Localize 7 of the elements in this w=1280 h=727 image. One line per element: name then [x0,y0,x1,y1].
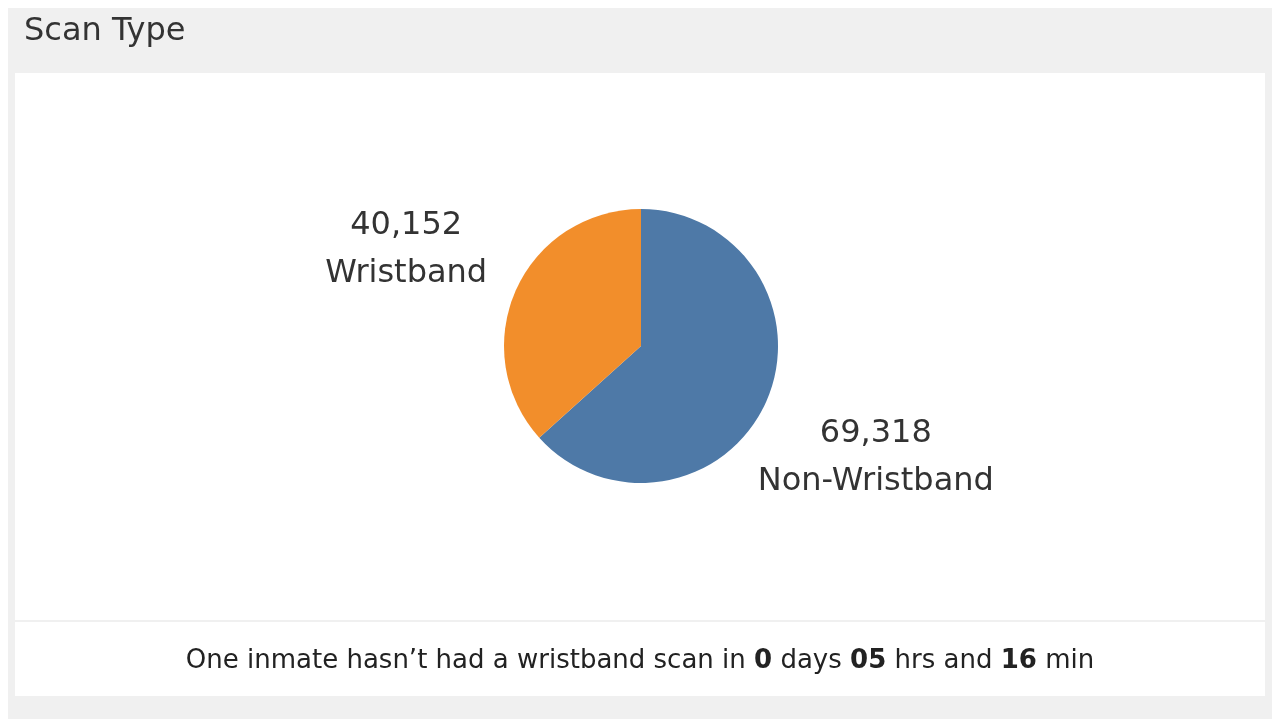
pie-slice [504,209,641,438]
slice-label: Wristband [325,251,488,290]
slice-label: Non-Wristband [757,460,994,499]
data-label: 40,152 [350,203,463,242]
data-label: 69,318 [819,412,932,451]
chart-title: Scan Type [24,10,186,48]
text: One inmate hasn’t had a wristband scan in 0 days 05 hrs and 16 min [185,644,1095,674]
